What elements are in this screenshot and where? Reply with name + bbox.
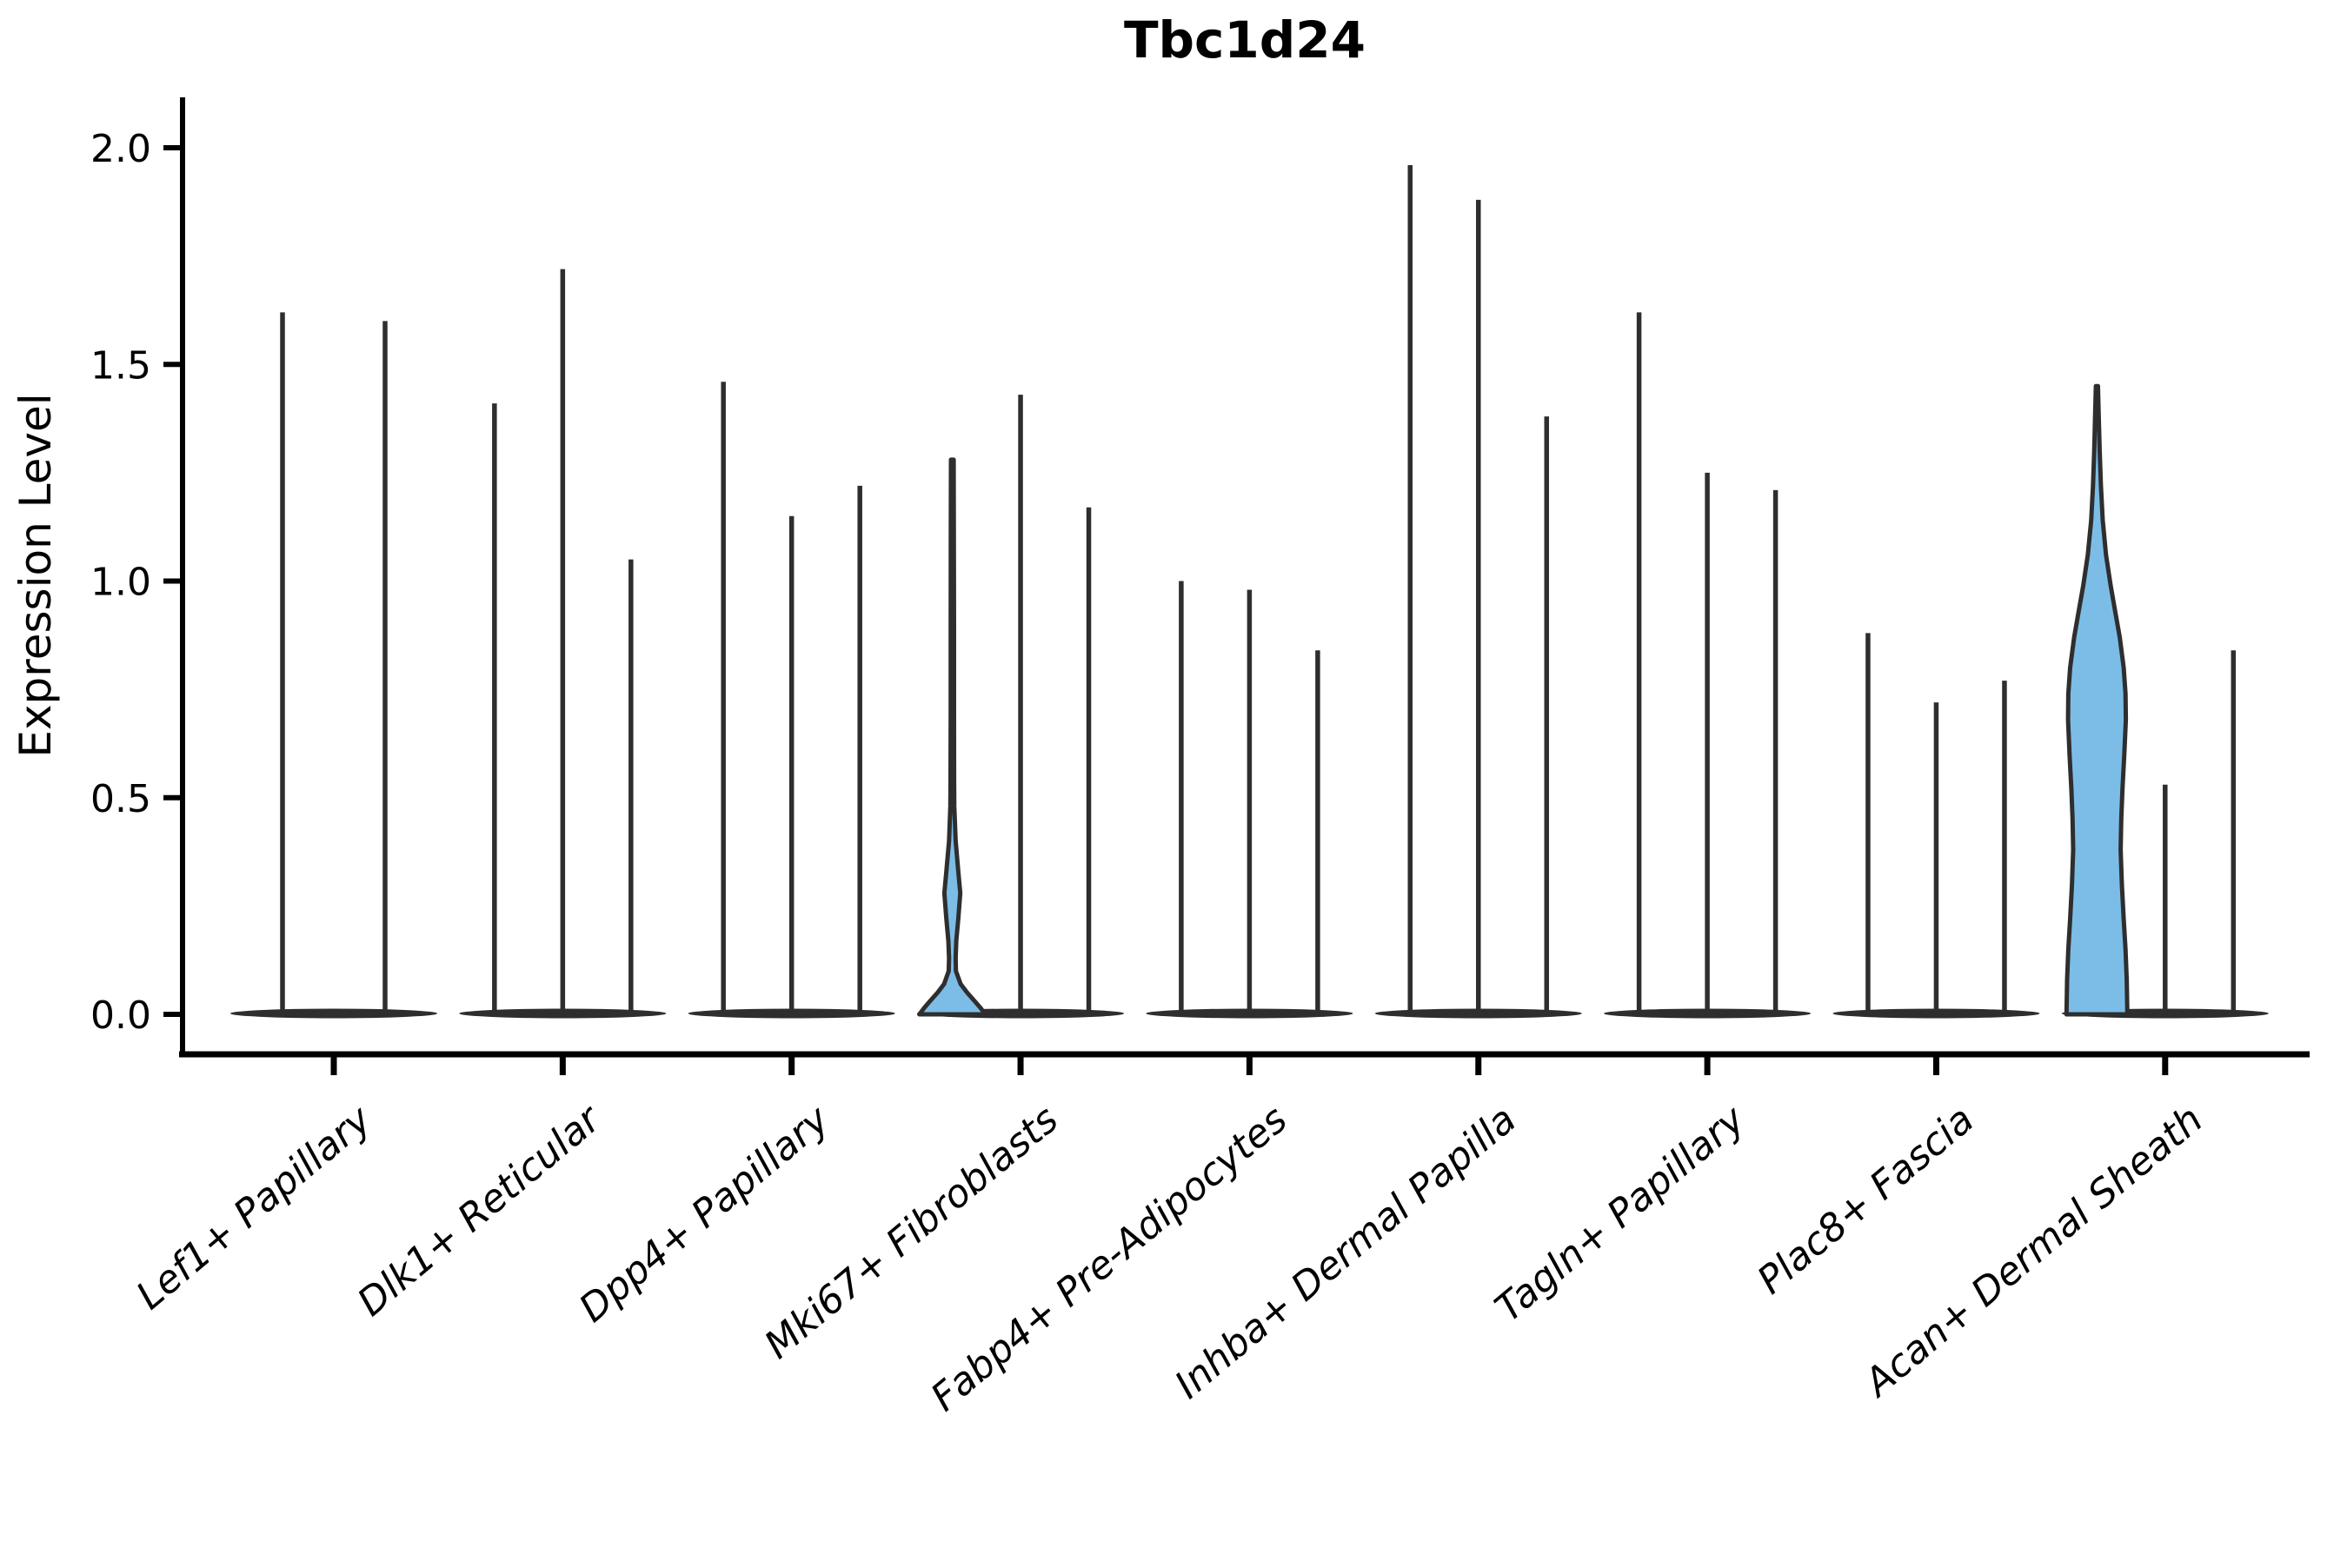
x-tick-label: Lef1+ Papillary bbox=[129, 1097, 381, 1319]
y-tick-label: 1.0 bbox=[90, 561, 151, 605]
chart-title: Tbc1d24 bbox=[1124, 10, 1366, 70]
x-tick-label: Plac8+ Fascia bbox=[1749, 1097, 1982, 1303]
y-axis-label: Expression Level bbox=[10, 393, 61, 757]
y-tick-label: 0.0 bbox=[90, 993, 151, 1038]
violin-baseline bbox=[230, 1008, 437, 1019]
x-tick-label: Dpp4+ Papillary bbox=[571, 1097, 839, 1332]
x-tick-label: Dlk1+ Reticular bbox=[349, 1095, 611, 1325]
x-tick-label: Tagln+ Papillary bbox=[1487, 1097, 1754, 1331]
violin-filled bbox=[2064, 383, 2130, 1017]
violin-filled bbox=[917, 457, 988, 1017]
y-tick-label: 0.5 bbox=[90, 777, 151, 821]
y-tick-label: 1.5 bbox=[90, 343, 151, 388]
y-tick-label: 2.0 bbox=[90, 127, 151, 171]
x-tick-label: Fabp4+ Pre-Adipocytes bbox=[923, 1097, 1296, 1419]
